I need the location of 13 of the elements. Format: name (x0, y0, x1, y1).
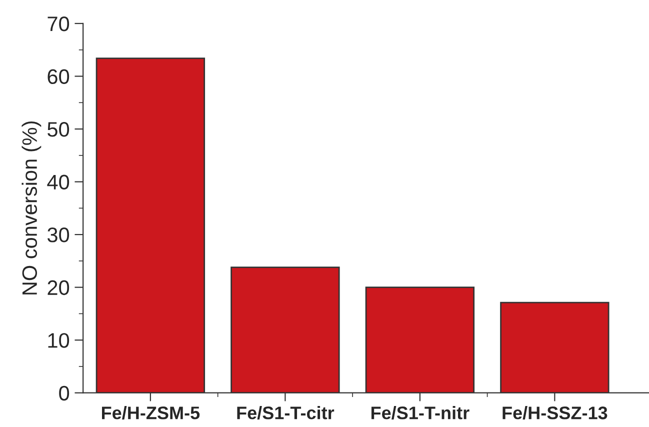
x-tick-label: Fe/H-SSZ-13 (502, 406, 608, 420)
y-tick-label: 70 (48, 16, 70, 32)
y-axis-title: NO conversion (%) (22, 121, 42, 294)
y-tick-label: 0 (59, 386, 70, 401)
x-tick-label: Fe/H-ZSM-5 (102, 406, 200, 420)
y-tick-label: 40 (47, 174, 70, 190)
y-tick-label: 50 (48, 122, 70, 137)
y-tick-label: 10 (48, 333, 70, 348)
x-tick-label: Fe/S1-T-citr (237, 406, 334, 420)
y-tick-label: 30 (48, 228, 70, 242)
y-tick-label: 20 (48, 280, 70, 296)
x-tick-label: Fe/S1-T-nitr (371, 406, 470, 420)
y-tick-label: 60 (48, 69, 70, 84)
